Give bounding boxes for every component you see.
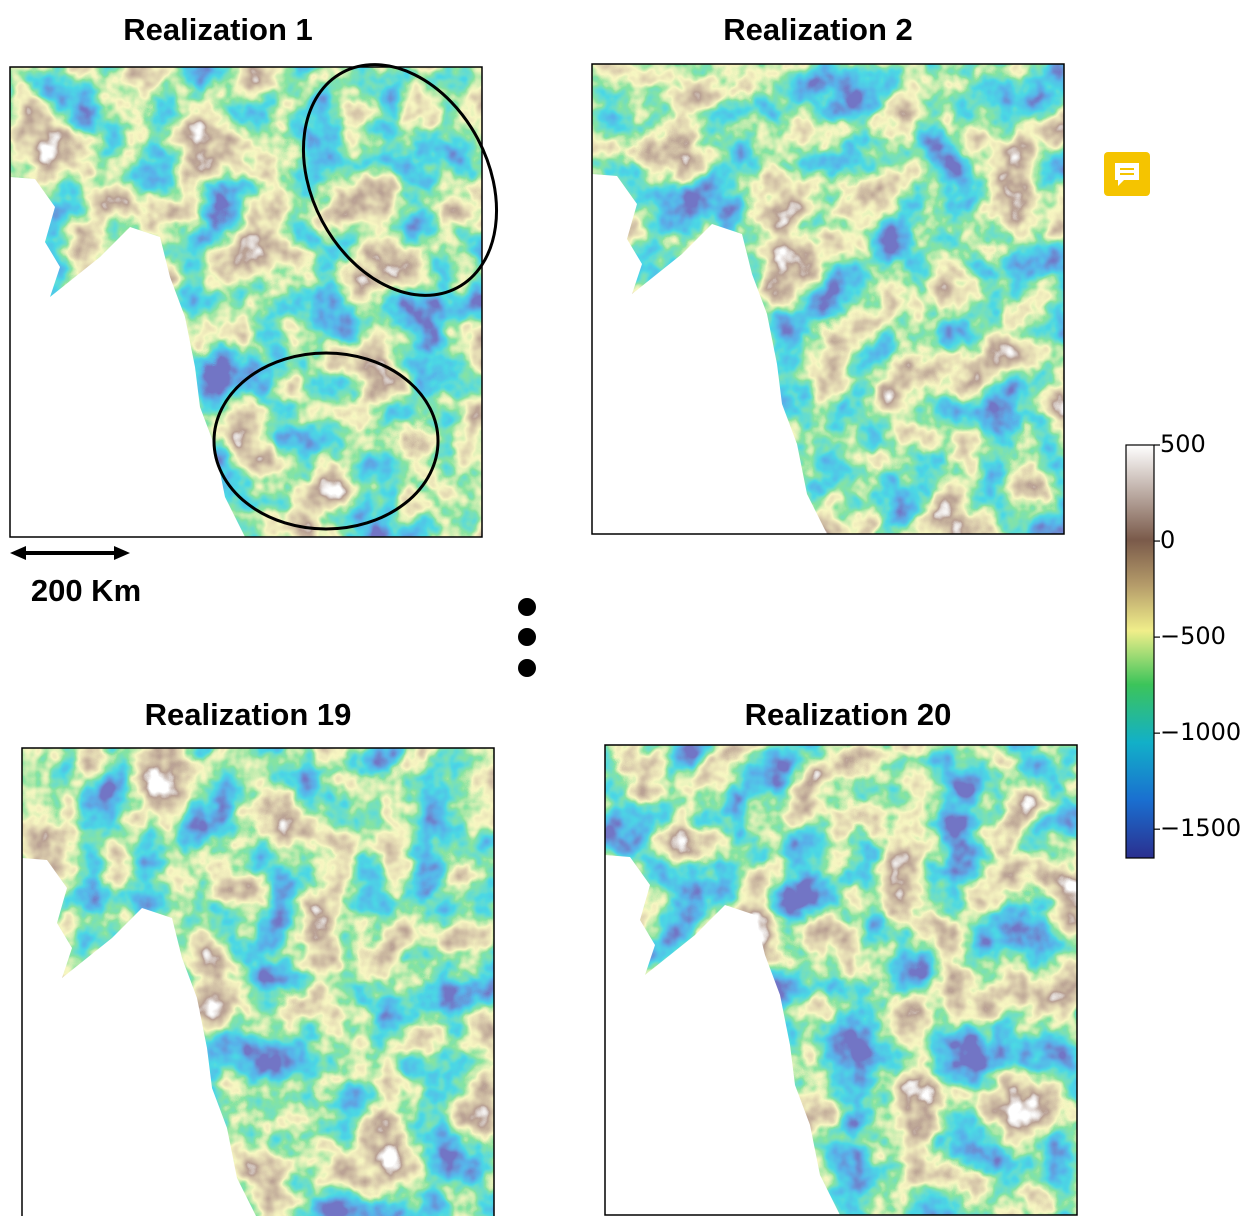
panel-title: Realization 2: [723, 12, 913, 47]
panel-title: Realization 20: [745, 697, 952, 732]
dot: [518, 659, 536, 677]
arrow-head: [10, 546, 26, 560]
colorbar-tick-label: 0: [1160, 526, 1175, 554]
dot: [518, 628, 536, 646]
colorbar-gradient: [1126, 445, 1154, 858]
map-panel: [22, 748, 494, 1216]
comment-icon[interactable]: [1104, 152, 1150, 196]
scale-bar: 200 Km: [10, 546, 141, 608]
map-panel: [592, 64, 1064, 534]
colorbar-tick-label: −1500: [1160, 814, 1241, 842]
colorbar-tick-label: −1000: [1160, 718, 1241, 746]
panel-title: Realization 19: [145, 697, 352, 732]
map-panel: [605, 745, 1077, 1215]
panels: [10, 31, 1077, 1216]
colorbar-tick-label: 500: [1160, 430, 1206, 458]
panel-title: Realization 1: [123, 12, 313, 47]
dot: [518, 598, 536, 616]
scale-label: 200 Km: [31, 573, 141, 608]
colorbar-tick-label: −500: [1160, 622, 1226, 650]
ellipsis: [518, 598, 536, 677]
figure: 200 Km 500 0 −500 −1000 −1500 Realization 1 R…: [0, 0, 1253, 1216]
map-panel: [10, 31, 535, 537]
arrow-head: [114, 546, 130, 560]
colorbar: 500 0 −500 −1000 −1500: [1126, 430, 1241, 858]
